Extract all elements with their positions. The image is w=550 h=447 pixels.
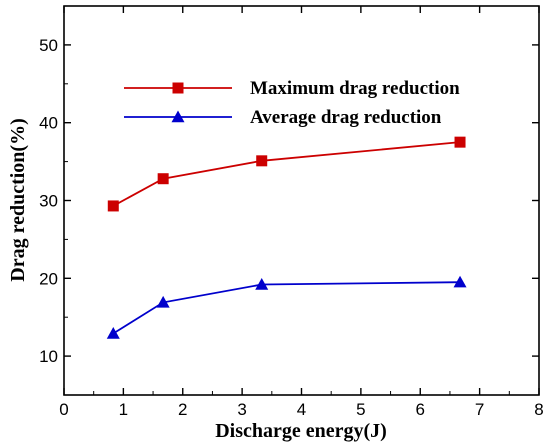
data-point (107, 200, 119, 212)
x-tick-label: 6 (416, 400, 425, 419)
x-axis-title: Discharge energy(J) (215, 420, 387, 442)
data-point (255, 278, 269, 290)
data-point (454, 136, 466, 148)
y-tick-label: 30 (39, 192, 58, 211)
y-tick-label: 10 (39, 347, 58, 366)
series-layer (106, 136, 467, 339)
x-tick-label: 1 (119, 400, 128, 419)
legend-label: Average drag reduction (250, 107, 442, 128)
y-tick-label: 40 (39, 114, 58, 133)
series-line (112, 281, 461, 335)
ticks (63, 6, 540, 395)
series-line (112, 141, 461, 207)
x-tick-label: 3 (237, 400, 246, 419)
series-2 (106, 275, 467, 339)
plot-frame (63, 5, 540, 396)
data-point (106, 327, 120, 339)
legend-marker (171, 110, 185, 123)
x-tick-label: 8 (534, 400, 543, 419)
x-tick-label: 7 (475, 400, 484, 419)
data-point (156, 295, 170, 308)
x-tick-label: 2 (178, 400, 187, 419)
tick-labels: 0 1 2 3 4 5 6 7 8 10 20 30 40 50 (39, 36, 544, 419)
data-point (256, 155, 268, 167)
data-point (157, 173, 169, 185)
series-1 (107, 136, 466, 212)
legend-item: Maximum drag reduction (124, 78, 460, 99)
y-tick-label: 50 (39, 36, 58, 55)
legend-item: Average drag reduction (124, 107, 442, 128)
data-point (453, 275, 467, 288)
x-tick-label: 4 (297, 400, 306, 419)
y-axis-title: Drag reduction(%) (7, 118, 29, 282)
legend-marker (172, 82, 184, 94)
legend-label: Maximum drag reduction (250, 78, 460, 99)
legend: Maximum drag reduction Average drag reduc… (124, 78, 460, 128)
x-tick-label: 5 (356, 400, 365, 419)
x-tick-label: 0 (59, 400, 68, 419)
y-tick-label: 20 (39, 269, 58, 288)
